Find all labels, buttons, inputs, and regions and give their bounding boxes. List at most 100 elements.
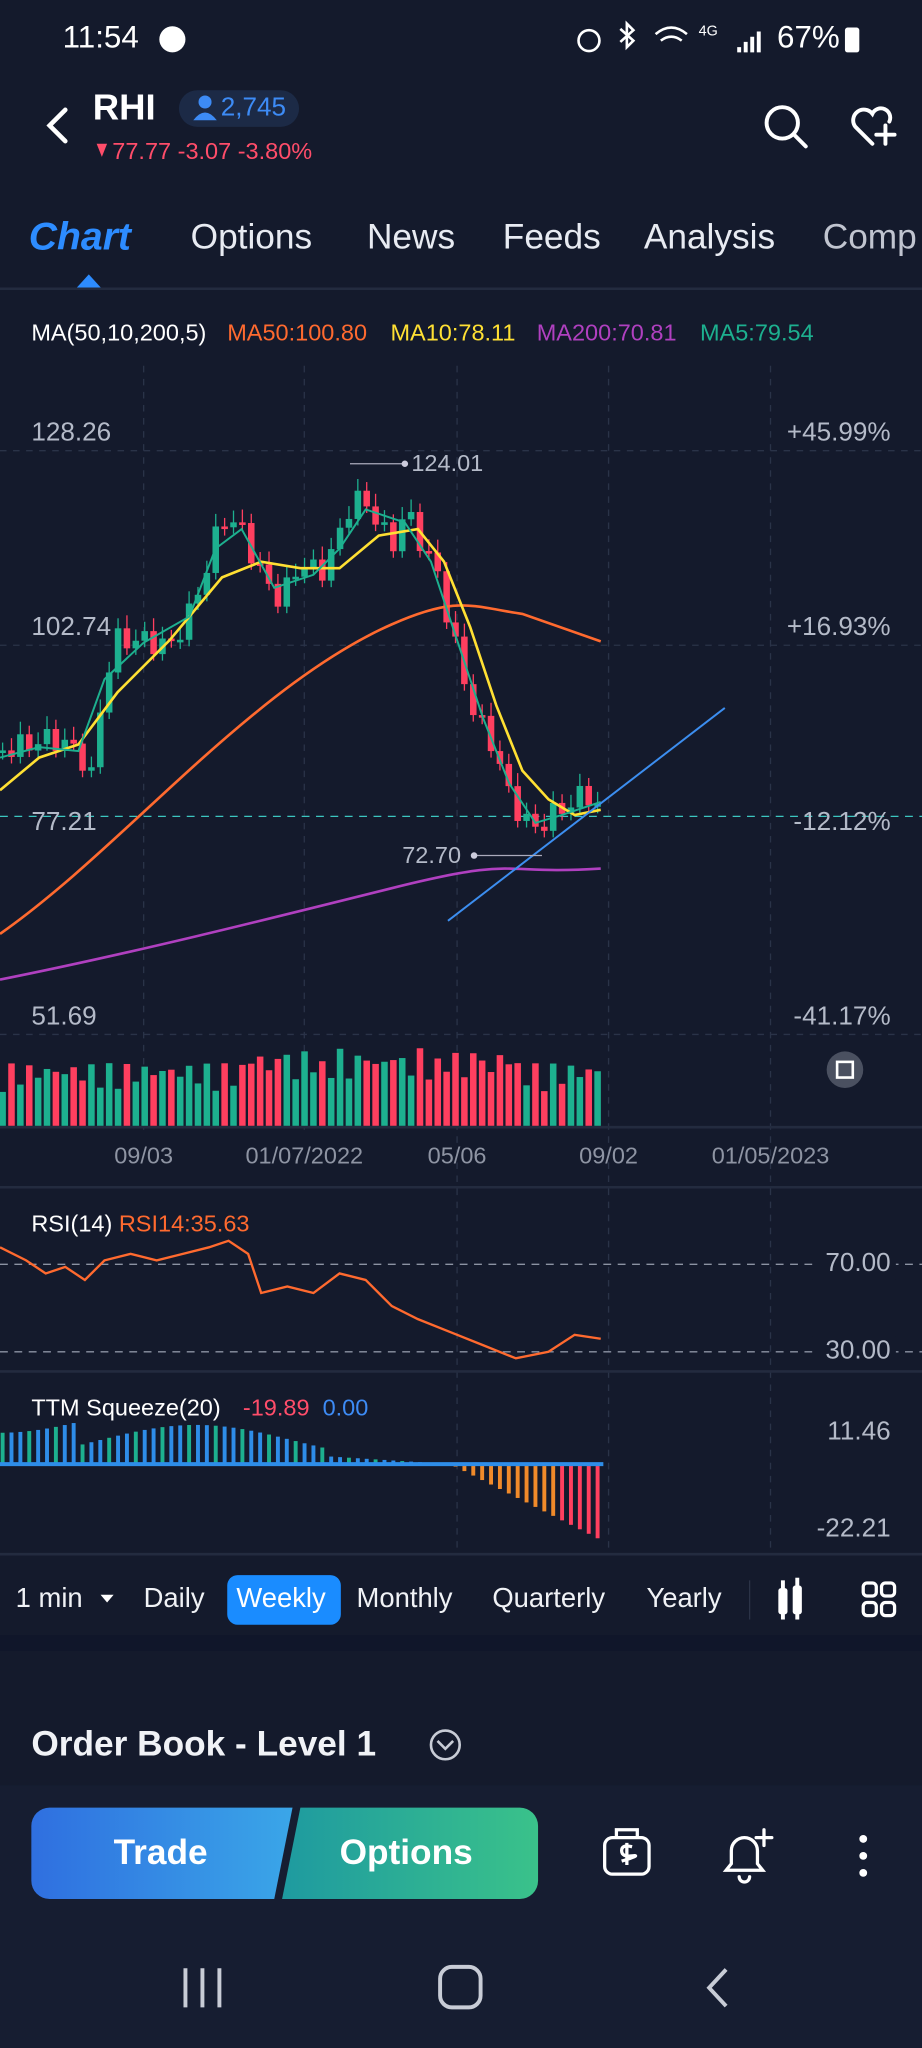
order-book-toggle[interactable] [429, 1729, 461, 1761]
more-button[interactable] [859, 1834, 868, 1877]
ttm-bar [27, 1431, 32, 1465]
tab-chart[interactable]: Chart [29, 215, 133, 258]
volume-bar [203, 1063, 211, 1126]
volume-bar [301, 1051, 308, 1126]
date-label: 09/03 [114, 1142, 173, 1168]
candle-body [150, 631, 157, 655]
ttm-bar [204, 1425, 209, 1465]
ttm-bar [0, 1432, 5, 1465]
volume-bar [283, 1054, 291, 1126]
price-label: 77.21 [31, 806, 96, 836]
volume-bar [221, 1063, 228, 1126]
trade-button[interactable] [31, 1807, 293, 1899]
candle-body [452, 622, 459, 637]
ttm-bar [169, 1426, 174, 1465]
volume-bar [61, 1074, 69, 1126]
nav-back[interactable] [706, 1968, 728, 2008]
expand-icon [835, 1060, 855, 1079]
date-label: 01/05/2023 [712, 1142, 830, 1168]
tab[interactable]: News [367, 217, 455, 256]
ma10: MA10:78.11 [390, 320, 515, 346]
volume-bar [532, 1063, 539, 1126]
ma50: MA50:100.80 [227, 320, 367, 346]
candle-body [372, 506, 379, 525]
cash-button[interactable] [603, 1828, 651, 1876]
ttm-bar [178, 1425, 183, 1465]
volume-bar [194, 1083, 202, 1126]
volume-bar [345, 1078, 353, 1126]
pct-label: -12.12% [793, 806, 890, 836]
volume-bar [407, 1075, 415, 1126]
candle-body [470, 684, 477, 716]
candle-body [256, 563, 264, 566]
ttm-bar [258, 1432, 263, 1465]
ttm-bar [329, 1456, 334, 1465]
volume-bar [478, 1060, 486, 1126]
candle-body [434, 552, 442, 572]
volume-bar [168, 1069, 175, 1126]
volume-bar [0, 1091, 6, 1126]
timeframe[interactable]: Daily [144, 1582, 205, 1613]
volume-bar [354, 1055, 362, 1126]
timeframe[interactable]: Monthly [357, 1582, 453, 1613]
volume-bar [487, 1072, 495, 1126]
down-arrow [96, 143, 108, 157]
ttm-bar [231, 1427, 236, 1465]
alert-button[interactable] [722, 1828, 774, 1884]
candle-body [105, 672, 113, 713]
candle-body [132, 640, 140, 649]
candle-body [390, 522, 397, 552]
status-time: 11:54 [63, 20, 139, 55]
candle-body [443, 571, 450, 623]
annotation-low-label: 72.70 [402, 842, 461, 868]
ttm-bar [222, 1426, 227, 1465]
ttm-bar [497, 1464, 502, 1490]
candle-body [585, 785, 592, 806]
order-book-title[interactable]: Order Book - Level 1 [31, 1725, 376, 1764]
volume-bar [541, 1091, 548, 1126]
spacer [0, 1635, 922, 1651]
annotation-high-label: 124.01 [411, 450, 483, 476]
timeframe[interactable]: Quarterly [492, 1582, 605, 1613]
candle-body [25, 734, 33, 751]
ma-lines [0, 508, 726, 981]
back-button[interactable] [46, 107, 68, 144]
candle-body [496, 751, 504, 764]
timeframe-selected[interactable] [227, 1575, 341, 1625]
options-label: Options [340, 1833, 473, 1872]
volume-bar [25, 1065, 33, 1126]
price-label: 51.69 [31, 1000, 96, 1030]
ttm-bar [542, 1464, 547, 1512]
label-bg [812, 1336, 896, 1368]
search-button[interactable] [764, 105, 808, 149]
ttm-bar [569, 1464, 573, 1525]
expand-button[interactable] [826, 1051, 864, 1088]
watchlist-button[interactable] [851, 106, 897, 146]
options-button[interactable] [282, 1807, 539, 1899]
candle-body [398, 519, 406, 552]
pct-label: +45.99% [787, 417, 891, 447]
candle-body [0, 750, 6, 754]
nav-home[interactable] [438, 1964, 483, 2010]
tab[interactable]: Feeds [503, 217, 601, 256]
volume-bar [150, 1075, 157, 1126]
ttm-bar [18, 1431, 23, 1465]
timeframe[interactable]: 1 min [16, 1582, 83, 1613]
chart-type-button[interactable] [778, 1577, 802, 1620]
ttm-bar [311, 1445, 316, 1465]
tab[interactable]: Analysis [644, 217, 775, 256]
tab[interactable]: Comp [823, 217, 917, 256]
ttm-bar [302, 1443, 307, 1465]
pct-label: +16.93% [787, 611, 891, 641]
candle-body [425, 551, 433, 554]
candle-body [292, 576, 299, 580]
ttm-bar [462, 1464, 467, 1472]
ttm-level: 11.46 [827, 1416, 890, 1446]
layout-button[interactable] [861, 1581, 897, 1618]
timeframe[interactable]: Yearly [646, 1582, 721, 1613]
nav-recent[interactable] [183, 1968, 222, 2008]
timeframe[interactable]: Weekly [236, 1582, 326, 1613]
tab[interactable]: Options [191, 217, 312, 256]
ttm-bar [275, 1436, 280, 1465]
